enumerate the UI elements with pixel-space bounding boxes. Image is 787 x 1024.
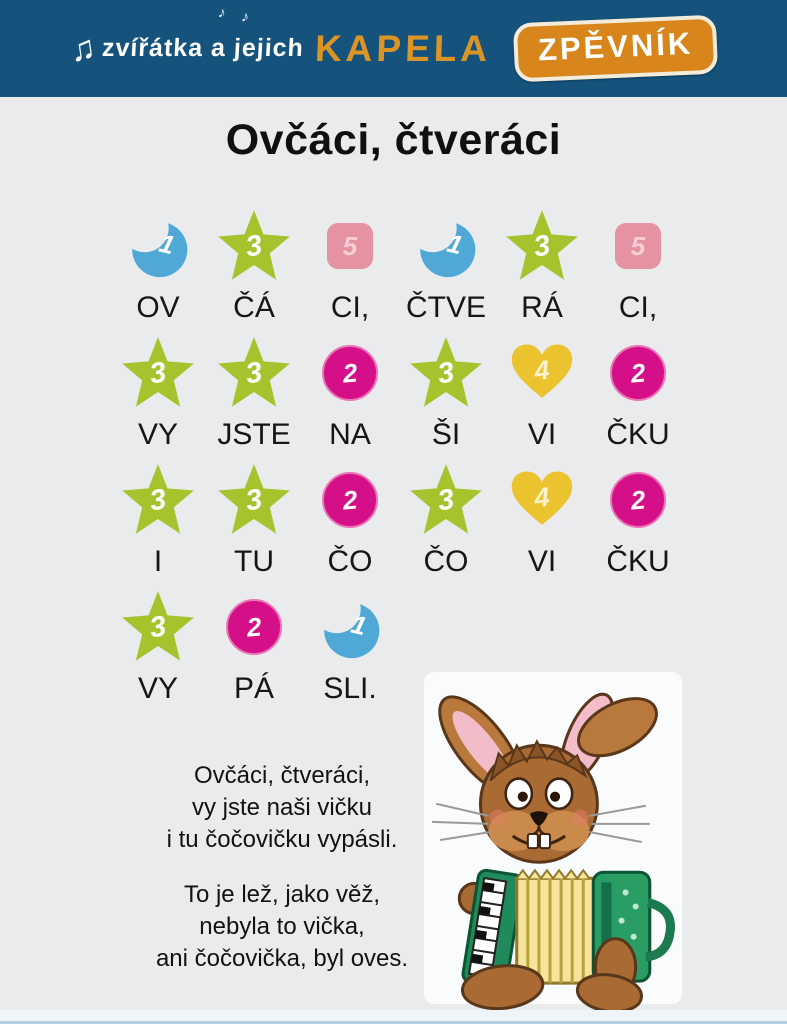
syllable-label: RÁ (521, 291, 563, 324)
lyrics-block: Ovčáci, čtveráci, vy jste naši vičku i tu … (112, 760, 452, 998)
note-number: 2 (245, 611, 263, 643)
syllable-label: TU (234, 545, 274, 578)
note-cell: 3 ČO (398, 459, 494, 586)
syllable-label: JSTE (217, 418, 291, 451)
app-logo: ♫ ♪ ♪ zvířátka a jejich KAPELA ZPĚVNÍK (67, 4, 719, 83)
note-cell: 3 ŠI (398, 332, 494, 459)
star-icon: 3 (110, 332, 206, 414)
note-number: 2 (341, 357, 359, 389)
lyrics-line: ani čočovička, byl oves. (155, 945, 409, 972)
notation-grid: 1 OV 3 ČÁ 5 CI, 1 ČTVE 3 RÁ 5 CI, 3 VY 3 JSTE 2 NA 3… (110, 205, 686, 713)
note-number: 5 (342, 231, 358, 261)
square-icon: 5 (302, 205, 398, 287)
note-number: 4 (532, 481, 551, 513)
note-cell: 3 JSTE (206, 332, 302, 459)
heart-icon: 4 (494, 459, 590, 541)
star-icon: 3 (206, 459, 302, 541)
songbook-badge-label: ZPĚVNÍK (536, 25, 694, 68)
circle-icon: 2 (302, 332, 398, 414)
square-icon: 5 (590, 205, 686, 287)
lyrics-line: i tu čočovičku vypásli. (166, 826, 398, 853)
note-cell: 5 CI, (590, 205, 686, 332)
syllable-label: VI (527, 545, 557, 578)
syllable-label: ČÁ (233, 291, 275, 324)
syllable-label: ČKU (606, 418, 670, 451)
note-number: 2 (629, 357, 647, 389)
syllable-label: NA (329, 418, 371, 451)
moon-icon: 1 (110, 205, 206, 287)
note-cell: 4 VI (494, 459, 590, 586)
syllable-label: ŠI (431, 418, 461, 451)
star-icon: 3 (206, 332, 302, 414)
lyrics-line: Ovčáci, čtveráci, (193, 762, 371, 789)
syllable-label: ČO (327, 545, 373, 578)
star-icon: 3 (398, 332, 494, 414)
music-note-icon: ♫ (67, 27, 99, 70)
note-cell: 2 ČKU (590, 459, 686, 586)
lyrics-verse: To je lež, jako věž, nebyla to vička, ani … (112, 879, 452, 975)
note-number: 2 (629, 484, 647, 516)
circle-icon: 2 (590, 459, 686, 541)
note-cell: 1 SLI. (302, 586, 398, 713)
circle-icon: 2 (302, 459, 398, 541)
moon-icon: 1 (302, 586, 398, 668)
lyrics-line: To je lež, jako věž, (183, 881, 381, 908)
syllable-label: ČTVE (405, 291, 486, 324)
note-cell: 2 NA (302, 332, 398, 459)
note-cell: 4 VI (494, 332, 590, 459)
syllable-label: CI, (618, 291, 658, 324)
lyrics-line: nebyla to vička, (199, 913, 365, 940)
logo-text-brand: KAPELA (314, 27, 493, 69)
small-notes-icon: ♪ ♪ (216, 3, 257, 28)
note-cell: 3 VY (110, 332, 206, 459)
circle-icon: 2 (206, 586, 302, 668)
logo-text-prefix: zvířátka a jejich (100, 34, 305, 62)
moon-icon: 1 (398, 205, 494, 287)
syllable-label: I (153, 545, 163, 578)
note-cell: 1 ČTVE (398, 205, 494, 332)
rabbit-accordion-illustration (432, 692, 675, 1010)
note-cell: 1 OV (110, 205, 206, 332)
heart-icon: 4 (494, 332, 590, 414)
syllable-label: ČKU (606, 545, 670, 578)
syllable-label: VY (137, 418, 179, 451)
header-bar: ♫ ♪ ♪ zvířátka a jejich KAPELA ZPĚVNÍK (0, 0, 787, 97)
footer-strip (0, 1010, 787, 1024)
syllable-label: SLI. (323, 672, 377, 705)
note-cell: 2 ČO (302, 459, 398, 586)
star-icon: 3 (398, 459, 494, 541)
star-icon: 3 (494, 205, 590, 287)
song-title: Ovčáci, čtveráci (225, 116, 562, 164)
syllable-label: CI, (330, 291, 370, 324)
note-cell: 3 ČÁ (206, 205, 302, 332)
note-cell: 3 VY (110, 586, 206, 713)
star-icon: 3 (110, 459, 206, 541)
lyrics-line: vy jste naši vičku (191, 794, 373, 821)
note-cell: 2 ČKU (590, 332, 686, 459)
note-cell: 3 TU (206, 459, 302, 586)
songbook-badge: ZPĚVNÍK (512, 14, 719, 83)
note-cell: 5 CI, (302, 205, 398, 332)
star-icon: 3 (206, 205, 302, 287)
note-number: 4 (532, 354, 551, 386)
note-cell: 2 PÁ (206, 586, 302, 713)
note-number: 5 (630, 231, 646, 261)
note-number: 2 (341, 484, 359, 516)
lyrics-verse: Ovčáci, čtveráci, vy jste naši vičku i tu … (112, 760, 452, 856)
syllable-label: PÁ (233, 672, 275, 705)
circle-icon: 2 (590, 332, 686, 414)
star-icon: 3 (110, 586, 206, 668)
syllable-label: ČO (423, 545, 469, 578)
note-cell: 3 RÁ (494, 205, 590, 332)
syllable-label: VI (527, 418, 557, 451)
syllable-label: OV (136, 291, 180, 324)
syllable-label: VY (137, 672, 179, 705)
